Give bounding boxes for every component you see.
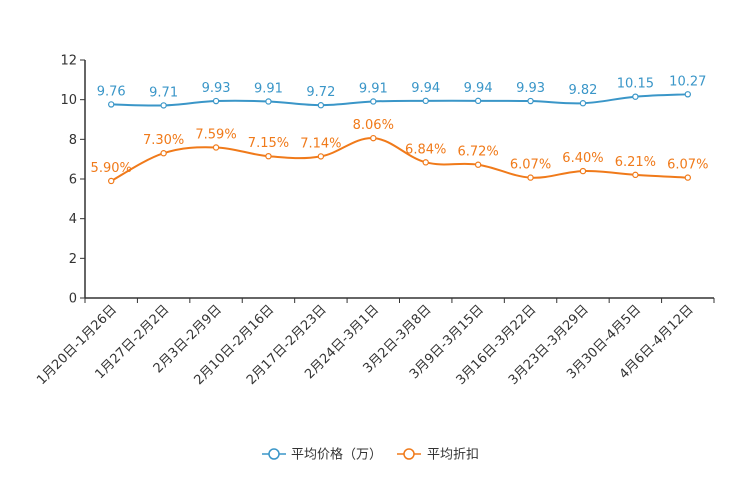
data-point[interactable] [579, 100, 587, 107]
data-point[interactable] [527, 174, 534, 181]
series-line [111, 93, 688, 107]
data-point[interactable] [422, 97, 429, 105]
data-label: 7.14% [300, 136, 341, 151]
data-point[interactable] [265, 98, 272, 105]
data-label: 8.06% [353, 118, 394, 133]
y-tick-label: 4 [69, 212, 77, 227]
data-label: 9.93 [202, 81, 231, 96]
data-point[interactable] [474, 161, 482, 168]
data-point[interactable] [684, 91, 691, 98]
data-label: 6.84% [405, 142, 446, 157]
data-label: 6.07% [510, 158, 551, 173]
data-label: 6.40% [562, 151, 603, 166]
data-point[interactable] [212, 144, 220, 151]
data-label: 7.15% [248, 136, 289, 151]
data-label: 7.59% [195, 127, 236, 142]
data-label: 9.91 [359, 81, 388, 96]
data-point[interactable] [212, 97, 220, 105]
y-tick-label: 10 [60, 93, 77, 108]
data-point[interactable] [160, 150, 167, 157]
y-tick-label: 0 [69, 292, 77, 307]
data-point[interactable] [579, 167, 587, 175]
data-point[interactable] [265, 152, 272, 160]
series-line [110, 137, 688, 182]
data-label: 10.15 [617, 77, 654, 92]
data-point[interactable] [527, 97, 534, 105]
legend-label: 平均折扣 [427, 448, 479, 463]
data-label: 9.93 [516, 81, 545, 96]
data-point[interactable] [632, 93, 639, 100]
series-avg-price: 9.76 9.71 9.93 9.91 9.72 9.91 9.94 9.94 9.93 9.82… [97, 74, 706, 109]
data-label: 9.76 [97, 84, 126, 99]
y-tick-label: 12 [60, 54, 77, 69]
series-layer: 9.76 9.71 9.93 9.91 9.72 9.91 9.94 9.94 9.93 9.82… [91, 74, 708, 185]
data-point[interactable] [632, 171, 639, 179]
data-label: 6.07% [667, 158, 708, 173]
data-point[interactable] [317, 102, 325, 109]
data-point[interactable] [370, 98, 377, 105]
data-label: 6.21% [615, 155, 656, 170]
data-point[interactable] [160, 102, 167, 109]
data-point[interactable] [370, 134, 377, 142]
legend-marker-icon [268, 448, 280, 460]
data-label: 9.82 [568, 83, 597, 98]
data-label: 9.71 [149, 85, 178, 100]
data-point[interactable] [108, 177, 115, 185]
data-label: 7.30% [143, 133, 184, 148]
series-avg-discount: 5.90% 7.30% 7.59% 7.15% 7.14% 8.06% 6.84% 6.72%… [91, 118, 708, 185]
legend-item-avg-discount[interactable]: 平均折扣 [397, 448, 479, 463]
legend-marker-icon [403, 448, 415, 460]
data-point[interactable] [317, 153, 325, 160]
data-label: 10.27 [669, 74, 706, 89]
legend-label: 平均价格（万） [291, 447, 382, 463]
data-label: 9.91 [254, 81, 283, 96]
legend-item-avg-price[interactable]: 平均价格（万） [262, 447, 382, 463]
y-tick-label: 2 [69, 252, 77, 267]
data-label: 9.94 [411, 81, 440, 96]
data-label: 9.72 [306, 85, 335, 100]
data-point[interactable] [684, 174, 691, 181]
y-tick-label: 6 [69, 173, 77, 188]
data-point[interactable] [108, 101, 115, 108]
data-point[interactable] [474, 97, 482, 105]
data-point[interactable] [422, 159, 429, 166]
y-tick-label: 8 [69, 133, 77, 148]
data-label: 6.72% [457, 145, 498, 160]
legend: 平均价格（万） 平均折扣 [262, 447, 479, 463]
data-label: 5.90% [91, 161, 132, 176]
data-label: 9.94 [464, 81, 493, 96]
